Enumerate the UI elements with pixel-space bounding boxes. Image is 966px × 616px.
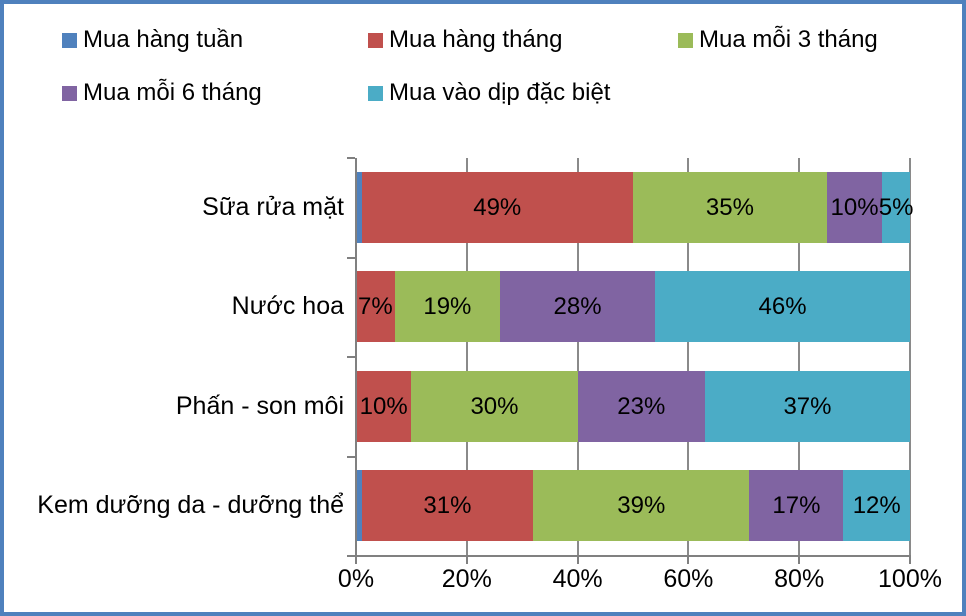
value-axis-tick [577, 556, 579, 564]
segment-value-label: 5% [878, 193, 914, 221]
gridline [577, 158, 579, 556]
category-axis-tick [347, 356, 355, 358]
bar-segment: 5% [879, 172, 913, 243]
value-axis-tick-label: 0% [337, 565, 375, 593]
category-label: Phấn - son môi [175, 391, 344, 420]
segment-value-label: 37% [783, 392, 832, 420]
bar-segment: 28% [500, 271, 656, 342]
category-axis-line [355, 158, 357, 556]
segment-value-label: 23% [617, 392, 666, 420]
segment-value-label: 39% [617, 491, 666, 519]
bar-row: 31% 39% 17% 12% [356, 470, 910, 541]
segment-value-label: 49% [473, 193, 522, 221]
bar-segment: 10% [356, 371, 412, 442]
bar-segment: 35% [632, 172, 827, 243]
value-axis-tick [355, 556, 357, 564]
gridline [909, 158, 911, 556]
value-axis-tick-label: 20% [441, 565, 492, 593]
bar-segment: 23% [577, 371, 705, 442]
legend-item-label: Mua hàng tuần [83, 26, 244, 53]
value-axis-line [355, 555, 911, 557]
bar-segment: 17% [749, 470, 844, 541]
category-label: Sữa rửa mặt [202, 192, 344, 221]
segment-value-label: 19% [423, 292, 472, 320]
segment-value-label: 7% [358, 292, 393, 320]
bar-segment: 10% [826, 172, 883, 243]
legend-item-label: Mua vào dịp đặc biệt [389, 79, 611, 106]
value-axis-tick [798, 556, 800, 564]
plot-area: 49% 35% 10% 5% 7% 19% 28% 46% 10% 30% 23% 37% 31% 39%… [347, 157, 913, 564]
category-axis-tick [347, 555, 355, 557]
value-axis-tick [909, 556, 911, 564]
segment-value-label: 35% [705, 193, 754, 221]
bar-segment: 19% [394, 271, 501, 342]
legend-item-label: Mua mỗi 3 tháng [699, 26, 878, 53]
segment-value-label: 12% [852, 491, 901, 519]
category-axis-tick [347, 456, 355, 458]
segment-value-label: 31% [423, 491, 472, 519]
legend-item: Mua vào dịp đặc biệt [368, 81, 610, 105]
segment-value-label: 28% [553, 292, 602, 320]
legend-swatch-icon [368, 32, 383, 48]
category-label: Nước hoa [231, 291, 344, 320]
bar-row: 49% 35% 10% 5% [356, 172, 913, 243]
bar-segment: 31% [361, 470, 534, 541]
bar-row: 7% 19% 28% 46% [356, 271, 910, 342]
gridline [798, 158, 800, 556]
legend-item: Mua mỗi 3 tháng [678, 28, 878, 52]
legend-swatch-icon [368, 85, 383, 101]
legend-swatch-icon [62, 85, 77, 101]
value-axis-tick-label: 40% [552, 565, 603, 593]
gridline [466, 158, 468, 556]
value-axis-tick [466, 556, 468, 564]
value-axis-tick-label: 80% [774, 565, 825, 593]
bar-segment [356, 470, 362, 541]
legend-item: Mua hàng tháng [368, 28, 562, 52]
bar-segment: 37% [704, 371, 910, 442]
legend-swatch-icon [62, 32, 77, 48]
bar-segment: 7% [356, 271, 395, 342]
legend-item-label: Mua hàng tháng [389, 26, 563, 53]
bar-row: 10% 30% 23% 37% [356, 371, 910, 442]
legend-item: Mua hàng tuần [62, 28, 243, 52]
bar-segment [356, 172, 362, 243]
category-axis-tick [347, 257, 355, 259]
bar-segment: 12% [843, 470, 910, 541]
legend-item: Mua mỗi 6 tháng [62, 81, 262, 105]
segment-value-label: 30% [470, 392, 519, 420]
value-axis-tick-label: 100% [878, 565, 942, 593]
category-label: Kem dưỡng da - dưỡng thể [37, 490, 344, 519]
legend-item-label: Mua mỗi 6 tháng [83, 79, 262, 106]
segment-value-label: 10% [359, 392, 408, 420]
bar-segment: 39% [533, 470, 750, 541]
legend-swatch-icon [678, 32, 693, 48]
segment-value-label: 10% [830, 193, 879, 221]
gridline [687, 158, 689, 556]
segment-value-label: 46% [758, 292, 807, 320]
value-axis-tick [687, 556, 689, 564]
segment-value-label: 17% [772, 491, 821, 519]
value-axis-tick-label: 60% [663, 565, 714, 593]
bar-segment: 30% [411, 371, 578, 442]
bar-segment: 49% [361, 172, 633, 243]
bar-segment: 46% [655, 271, 910, 342]
category-axis-tick [347, 157, 355, 159]
